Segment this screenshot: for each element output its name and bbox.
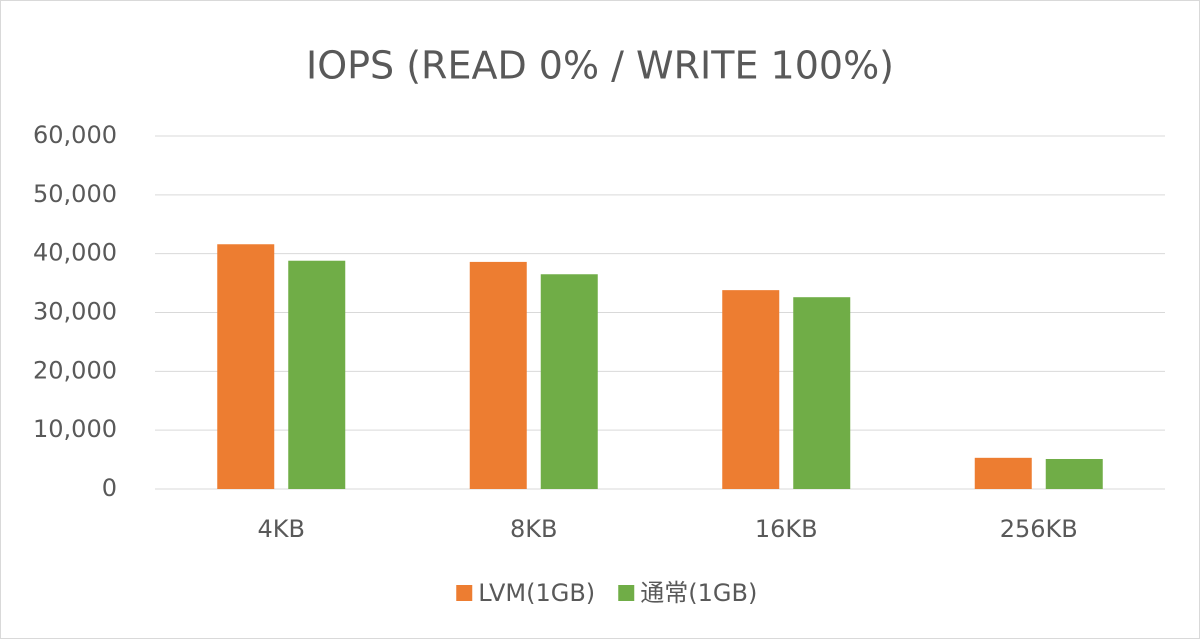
y-tick-label: 10,000 <box>33 415 117 443</box>
legend-swatch <box>456 585 473 601</box>
chart-title: IOPS (READ 0% / WRITE 100%) <box>306 44 894 88</box>
bar <box>722 290 780 489</box>
bar <box>793 297 851 489</box>
legend-label: 通常(1GB) <box>640 579 757 607</box>
y-tick-label: 60,000 <box>33 121 117 149</box>
bar <box>1045 458 1103 489</box>
bar <box>217 244 275 489</box>
y-tick-label: 30,000 <box>33 298 117 326</box>
x-tick-label: 4KB <box>258 515 305 543</box>
y-tick-label: 50,000 <box>33 180 117 208</box>
x-tick-label: 16KB <box>755 515 818 543</box>
bar <box>469 261 527 489</box>
bar <box>540 274 598 489</box>
legend-swatch <box>618 585 635 601</box>
bar <box>288 260 346 489</box>
y-tick-label: 20,000 <box>33 356 117 384</box>
y-tick-label: 0 <box>102 474 117 502</box>
x-tick-label: 256KB <box>1000 515 1078 543</box>
legend-label: LVM(1GB) <box>478 579 595 607</box>
x-tick-label: 8KB <box>510 515 557 543</box>
bar <box>974 457 1032 489</box>
y-tick-label: 40,000 <box>33 239 117 267</box>
